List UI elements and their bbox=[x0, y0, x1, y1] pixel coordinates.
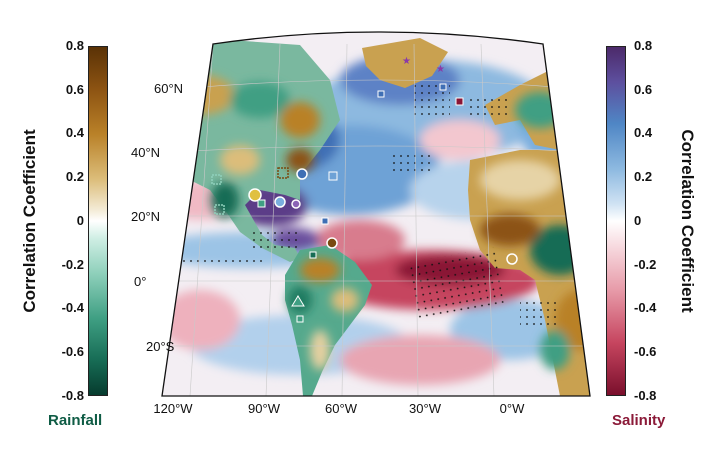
longitude-labels: 120°W 90°W 60°W 30°W 0°W bbox=[153, 401, 525, 416]
salinity-station-marker bbox=[292, 200, 300, 208]
salinity-station-marker bbox=[275, 197, 285, 207]
lat-label: 0° bbox=[134, 274, 146, 289]
lat-label: 20°N bbox=[131, 209, 160, 224]
lon-label: 0°W bbox=[500, 401, 525, 416]
lon-label: 30°W bbox=[409, 401, 442, 416]
lon-label: 90°W bbox=[248, 401, 281, 416]
lon-label: 60°W bbox=[325, 401, 358, 416]
salinity-station-marker bbox=[378, 91, 384, 97]
salinity-station-marker bbox=[329, 172, 337, 180]
salinity-station-star: ★ bbox=[436, 64, 445, 75]
correlation-map: ★ ★ 60°N 40°N 20°N 0° 20°S 120°W 90°W 60… bbox=[0, 0, 720, 460]
salinity-station-star: ★ bbox=[402, 56, 411, 67]
salinity-station-marker bbox=[297, 169, 307, 179]
salinity-station-marker bbox=[456, 98, 463, 105]
lat-label: 40°N bbox=[131, 145, 160, 160]
rainfall-station-marker bbox=[249, 189, 261, 201]
lat-label: 20°S bbox=[146, 339, 175, 354]
lon-label: 120°W bbox=[153, 401, 193, 416]
rainfall-station-marker bbox=[507, 254, 517, 264]
salinity-station-marker bbox=[322, 218, 328, 224]
salinity-station-marker bbox=[440, 84, 446, 90]
rainfall-station-marker bbox=[327, 238, 337, 248]
europe-rainfall bbox=[515, 92, 565, 128]
lat-label: 60°N bbox=[154, 81, 183, 96]
map-field bbox=[150, 20, 605, 410]
rainfall-station-marker bbox=[297, 316, 303, 322]
rainfall-station-marker bbox=[258, 200, 265, 207]
rainfall-station-marker bbox=[310, 252, 316, 258]
